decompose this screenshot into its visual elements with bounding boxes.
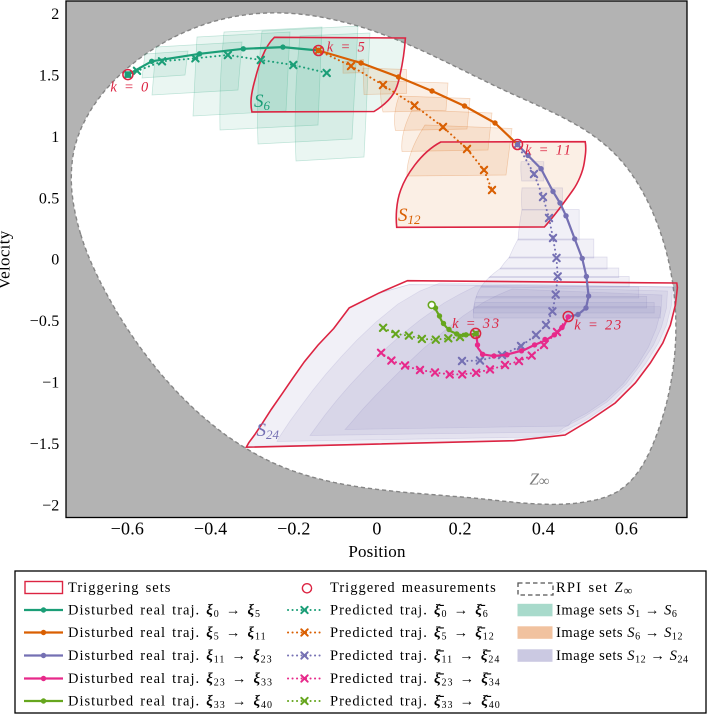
svg-text:−0.4: −0.4 xyxy=(194,519,227,539)
svg-text:1.5: 1.5 xyxy=(39,68,60,85)
svg-text:Disturbed real traj. ξ23 → ξ33: Disturbed real traj. ξ23 → ξ33 xyxy=(68,671,273,689)
svg-text:Velocity: Velocity xyxy=(0,230,14,289)
svg-text:Z∞: Z∞ xyxy=(530,470,550,490)
svg-text:1: 1 xyxy=(51,129,59,146)
svg-text:−0.6: −0.6 xyxy=(111,519,144,539)
svg-text:−1: −1 xyxy=(42,375,59,392)
svg-text:0: 0 xyxy=(51,252,59,269)
svg-text:Disturbed real traj. ξ5 → ξ11: Disturbed real traj. ξ5 → ξ11 xyxy=(68,625,267,643)
svg-text:Triggering sets: Triggering sets xyxy=(68,580,171,596)
svg-text:k = 33: k = 33 xyxy=(452,316,501,332)
svg-text:k = 5: k = 5 xyxy=(327,40,367,56)
svg-text:Disturbed real traj. ξ0 → ξ5: Disturbed real traj. ξ0 → ξ5 xyxy=(68,603,261,621)
svg-text:2: 2 xyxy=(51,6,59,23)
svg-text:Predicted traj. ξ̄23 → ξ̄34: Predicted traj. ξ̄23 → ξ̄34 xyxy=(330,671,501,689)
svg-text:RPI set Z∞: RPI set Z∞ xyxy=(556,580,634,598)
svg-text:Triggered measurements: Triggered measurements xyxy=(330,580,497,596)
svg-text:−0.2: −0.2 xyxy=(277,519,310,539)
svg-text:Predicted traj. ξ̄5 → ξ̄12: Predicted traj. ξ̄5 → ξ̄12 xyxy=(330,625,495,643)
svg-text:Image sets S1 → S6: Image sets S1 → S6 xyxy=(556,603,677,621)
svg-text:Position: Position xyxy=(348,542,406,561)
svg-text:−0.5: −0.5 xyxy=(30,313,60,330)
svg-text:Predicted traj. ξ̄11 → ξ̄24: Predicted traj. ξ̄11 → ξ̄24 xyxy=(330,648,500,666)
svg-text:−2: −2 xyxy=(42,497,59,514)
svg-text:Predicted traj. ξ̄0 → ξ̄6: Predicted traj. ξ̄0 → ξ̄6 xyxy=(330,603,489,621)
svg-text:Predicted traj. ξ̄33 → ξ̄40: Predicted traj. ξ̄33 → ξ̄40 xyxy=(330,694,501,712)
svg-text:Image sets S12 → S24: Image sets S12 → S24 xyxy=(556,648,689,666)
svg-text:0.4: 0.4 xyxy=(532,519,555,539)
svg-text:0.2: 0.2 xyxy=(449,519,472,539)
svg-text:−1.5: −1.5 xyxy=(30,436,60,453)
svg-text:Image sets S6 → S12: Image sets S6 → S12 xyxy=(556,625,683,643)
svg-text:k = 0: k = 0 xyxy=(110,79,150,95)
svg-text:k = 11: k = 11 xyxy=(525,143,573,159)
svg-text:0: 0 xyxy=(372,519,381,539)
svg-text:0.6: 0.6 xyxy=(615,519,638,539)
svg-text:Disturbed real traj. ξ11 → ξ23: Disturbed real traj. ξ11 → ξ23 xyxy=(68,648,273,666)
svg-text:Disturbed real traj. ξ33 → ξ40: Disturbed real traj. ξ33 → ξ40 xyxy=(68,694,273,712)
svg-text:0.5: 0.5 xyxy=(39,190,60,207)
svg-text:k = 23: k = 23 xyxy=(574,317,623,333)
